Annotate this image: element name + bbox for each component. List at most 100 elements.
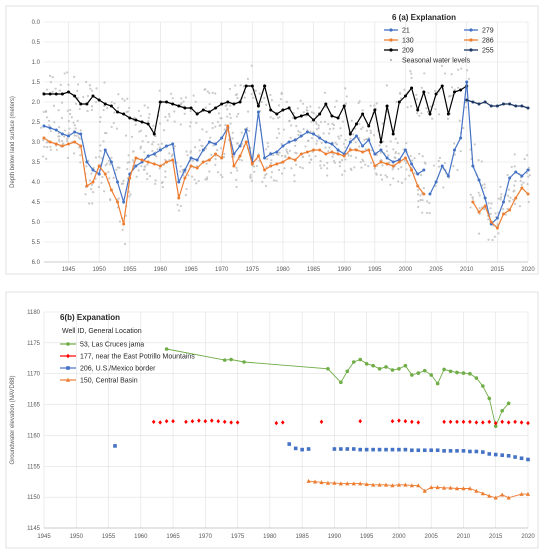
data-point [281, 160, 285, 164]
data-point [440, 84, 444, 88]
series-line [472, 187, 529, 230]
data-point [459, 136, 463, 140]
x-tick-label: 1975 [246, 267, 260, 273]
seasonal-point [270, 161, 273, 165]
seasonal-point [409, 155, 412, 158]
seasonal-point [219, 173, 223, 177]
x-tick-label: 1980 [276, 267, 290, 273]
seasonal-point [100, 157, 103, 160]
data-point [526, 192, 530, 196]
seasonal-point [301, 167, 304, 170]
data-point [410, 373, 414, 377]
seasonal-point [205, 178, 209, 181]
data-point [319, 480, 324, 485]
seasonal-point [344, 102, 348, 105]
data-point [324, 140, 328, 144]
seasonal-point [345, 95, 348, 98]
seasonal-point [416, 112, 419, 115]
seasonal-point [365, 129, 369, 132]
seasonal-point [65, 139, 69, 143]
seasonal-point [310, 120, 313, 123]
data-point [481, 420, 485, 425]
seasonal-point [480, 160, 483, 163]
data-point [442, 419, 446, 425]
seasonal-point [506, 173, 509, 177]
seasonal-point [214, 125, 217, 128]
seasonal-point [69, 112, 72, 116]
data-point [526, 168, 530, 172]
data-point [391, 164, 395, 168]
seasonal-point [48, 74, 52, 78]
data-point [158, 148, 162, 152]
seasonal-point [275, 179, 278, 182]
seasonal-point [499, 185, 502, 188]
seasonal-point [67, 120, 70, 123]
data-point [158, 100, 162, 104]
seasonal-point [294, 163, 298, 166]
data-point [435, 485, 440, 490]
legend-item: 255 [464, 48, 494, 55]
seasonal-point [422, 187, 425, 190]
seasonal-point [208, 91, 211, 95]
data-point [146, 122, 150, 126]
series-line [44, 83, 468, 143]
seasonal-point [75, 134, 78, 137]
seasonal-point [413, 172, 416, 175]
x-tick-label: 2015 [489, 534, 503, 540]
data-point [345, 481, 350, 486]
data-point [390, 483, 395, 488]
data-point [274, 420, 279, 426]
seasonal-point [76, 96, 80, 99]
seasonal-point [299, 131, 302, 134]
data-point [397, 447, 401, 452]
seasonal-point [350, 119, 353, 122]
seasonal-point [523, 157, 526, 161]
data-point [364, 362, 369, 366]
data-point [60, 132, 64, 136]
seasonal-point [211, 91, 214, 94]
seasonal-point [421, 199, 424, 202]
data-point [232, 152, 236, 156]
seasonal-point [148, 113, 151, 116]
data-point [354, 134, 358, 138]
legend-item: 206, U.S./Mexico border [60, 366, 156, 373]
seasonal-point [477, 191, 480, 194]
seasonal-point [502, 208, 505, 211]
seasonal-point [438, 156, 442, 159]
seasonal-point [60, 116, 64, 120]
seasonal-point [246, 77, 250, 81]
seasonal-point [405, 168, 408, 171]
data-point [103, 102, 107, 106]
seasonal-point [171, 97, 174, 100]
seasonal-point [507, 188, 511, 191]
data-point [183, 176, 187, 180]
data-point [97, 172, 101, 176]
seasonal-point [158, 89, 161, 92]
seasonal-point [179, 170, 182, 173]
seasonal-point [312, 112, 315, 115]
seasonal-point [152, 140, 155, 144]
seasonal-point [82, 95, 85, 99]
data-point [500, 408, 504, 413]
seasonal-point [467, 77, 471, 80]
data-point [151, 419, 156, 425]
data-point [513, 419, 517, 425]
seasonal-point [46, 146, 49, 149]
data-point [113, 444, 117, 448]
data-point [67, 90, 71, 94]
legend-label: 150, Central Basin [80, 378, 138, 385]
seasonal-point [99, 144, 102, 147]
legend-label: 209 [402, 48, 414, 55]
data-point [452, 148, 456, 152]
seasonal-point [49, 81, 53, 84]
data-point [493, 420, 498, 426]
seasonal-point [171, 153, 174, 157]
seasonal-point [302, 111, 305, 114]
y-tick-label: 4.0 [32, 180, 41, 186]
data-point [519, 420, 524, 425]
seasonal-point [194, 100, 197, 103]
seasonal-point [363, 138, 366, 142]
seasonal-point [90, 105, 94, 108]
seasonal-point [162, 129, 166, 132]
seasonal-point [117, 197, 120, 200]
